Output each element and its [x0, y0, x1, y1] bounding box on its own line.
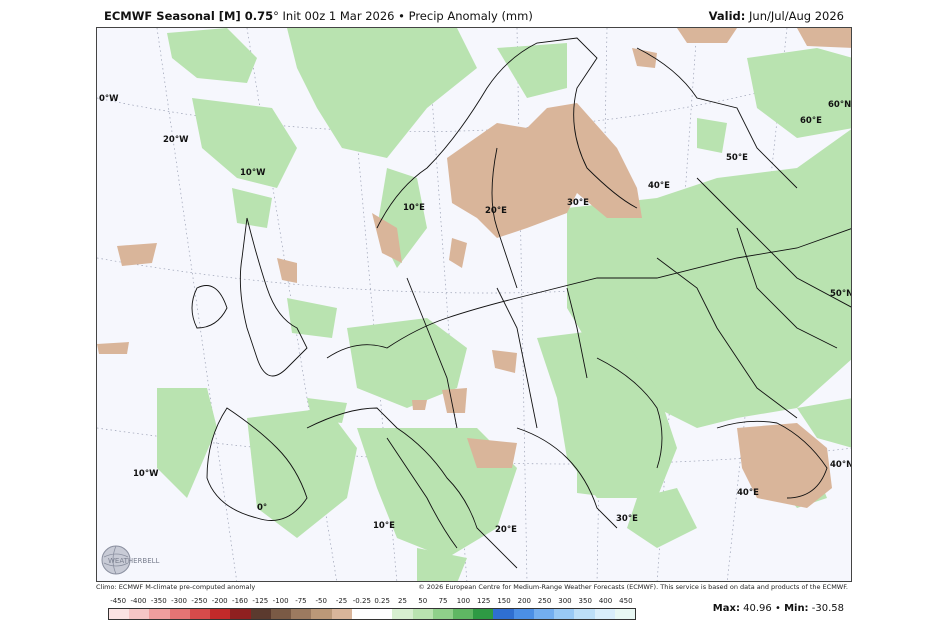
- colorbar-tick-label: -250: [191, 597, 208, 605]
- colorbar-tick-label: 125: [477, 597, 491, 605]
- colorbar-swatch: [614, 609, 636, 619]
- colorbar-swatch: [392, 609, 413, 619]
- label-lat-50n: 50°N: [830, 289, 852, 299]
- label-lon-40e-bottom: 40°E: [737, 488, 759, 498]
- colorbar-tick-label: 400: [598, 597, 613, 605]
- logo-text: WEATHERBELL: [108, 557, 160, 565]
- climo-note: Climo: ECMWF M-climate pre-computed anom…: [96, 583, 256, 591]
- valid-value: Jun/Jul/Aug 2026: [749, 9, 844, 23]
- label-lat-60n: 60°N: [828, 100, 852, 110]
- label-lon-0w-top: 0°W: [99, 94, 119, 104]
- colorbar-tick-label: -50: [315, 597, 327, 605]
- label-lon-30e-bottom: 30°E: [616, 514, 638, 524]
- model-name: ECMWF Seasonal [M] 0.75: [104, 9, 274, 23]
- colorbar-swatch: [189, 609, 211, 619]
- label-lon-20e-top: 20°E: [485, 206, 507, 216]
- logo-globe-icon: WEATHERBELL: [101, 545, 160, 575]
- colorbar-tick-label: 200: [517, 597, 531, 605]
- colorbar-swatch: [331, 609, 352, 619]
- label-lon-40e-top: 40°E: [648, 181, 670, 191]
- colorbar-swatch: [473, 609, 494, 619]
- label-lon-30e-top: 30°E: [567, 198, 589, 208]
- init-time: Init 00z 1 Mar 2026: [282, 9, 395, 23]
- label-lon-10w: 10°W: [240, 168, 266, 178]
- colorbar-tick-label: -125: [252, 597, 269, 605]
- label-lon-60e: 60°E: [800, 116, 822, 126]
- colorbar-swatch: [594, 609, 615, 619]
- colorbar-tick-label: 450: [619, 597, 633, 605]
- colorbar-tick-label: 250: [537, 597, 552, 605]
- min-value: -30.58: [811, 603, 844, 614]
- colorbar-tick-label: -100: [272, 597, 289, 605]
- colorbar-swatch: [351, 609, 373, 619]
- copyright-note: © 2026 European Centre for Medium-Range …: [418, 583, 848, 591]
- max-min-sep: •: [774, 603, 781, 614]
- colorbar-swatch: [493, 609, 514, 619]
- dry-anomaly-areas: [97, 28, 851, 508]
- colorbar-swatch: [270, 609, 292, 619]
- label-lat-40n: 40°N: [830, 460, 852, 470]
- colorbar-tick-label: -0.25: [352, 597, 371, 605]
- colorbar-swatch: [210, 609, 231, 619]
- valid-period: Valid: Jun/Jul/Aug 2026: [709, 9, 844, 23]
- colorbar-tick-label: 300: [558, 597, 572, 605]
- colorbar-tick-label: 0.25: [374, 597, 390, 605]
- max-min-readout: Max: 40.96 • Min: -30.58: [713, 603, 844, 614]
- colorbar-swatch: [533, 609, 555, 619]
- colorbar-swatch: [432, 609, 453, 619]
- colorbar-tick-label: -400: [130, 597, 147, 605]
- colorbar-tick-label: -450: [110, 597, 127, 605]
- colorbar-tick-label: 100: [456, 597, 471, 605]
- map-panel: 0°W 20°W 10°W 10°E 20°E 30°E 40°E 50°E 6…: [96, 27, 852, 582]
- colorbar-swatch: [412, 609, 433, 619]
- chart-title: ECMWF Seasonal [M] 0.75° Init 00z 1 Mar …: [104, 9, 533, 23]
- colorbar-ticks: -450 -400 -350 -300 -250 -200 -160 -125 -100 -75-…: [108, 597, 636, 607]
- colorbar-swatch: [109, 609, 130, 619]
- colorbar-swatch: [452, 609, 474, 619]
- colorbar-swatch: [169, 609, 190, 619]
- max-value: 40.96: [743, 603, 772, 614]
- colorbar-swatch: [574, 609, 595, 619]
- label-lon-10e-bottom: 10°E: [373, 521, 395, 531]
- weatherbell-logo: WEATHERBELL: [100, 543, 166, 577]
- colorbar-tick-label: 150: [497, 597, 511, 605]
- colorbar-tick-label: 75: [438, 597, 448, 605]
- valid-label: Valid:: [708, 9, 746, 23]
- wet-anomaly-areas: [157, 28, 851, 581]
- title-bullet: •: [398, 9, 405, 23]
- colorbar-swatch: [149, 609, 170, 619]
- degree-mark: °: [273, 9, 279, 23]
- label-lon-20w: 20°W: [163, 135, 189, 145]
- colorbar-swatch: [311, 609, 332, 619]
- colorbar-tick-label: 25: [397, 597, 407, 605]
- label-lon-10w-bottom: 10°W: [133, 469, 159, 479]
- colorbar-tick-label: -300: [171, 597, 188, 605]
- max-label: Max:: [712, 603, 740, 614]
- colorbar-swatch: [129, 609, 150, 619]
- label-lon-10e-top: 10°E: [403, 203, 425, 213]
- colorbar-swatch: [554, 609, 575, 619]
- colorbar-tick-label: -200: [211, 597, 228, 605]
- colorbar-tick-label: 350: [578, 597, 592, 605]
- colorbar-swatch: [250, 609, 271, 619]
- colorbar-swatch: [230, 609, 251, 619]
- colorbar-swatch: [513, 609, 534, 619]
- colorbar-tick-label: -160: [232, 597, 248, 605]
- map-svg: [97, 28, 851, 581]
- label-lon-0-bottom: 0°: [257, 503, 268, 513]
- field-name: Precip Anomaly (mm): [408, 9, 533, 23]
- min-label: Min:: [784, 603, 809, 614]
- colorbar: [108, 608, 636, 620]
- label-lon-20e-bottom: 20°E: [495, 525, 517, 535]
- colorbar-tick-label: 50: [418, 597, 428, 605]
- label-lon-50e: 50°E: [726, 153, 748, 163]
- colorbar-swatch: [291, 609, 312, 619]
- country-borders: [191, 37, 851, 569]
- colorbar-swatch: [372, 609, 393, 619]
- colorbar-tick-label: -25: [335, 597, 348, 605]
- colorbar-tick-label: -75: [295, 597, 307, 605]
- colorbar-tick-label: -350: [150, 597, 167, 605]
